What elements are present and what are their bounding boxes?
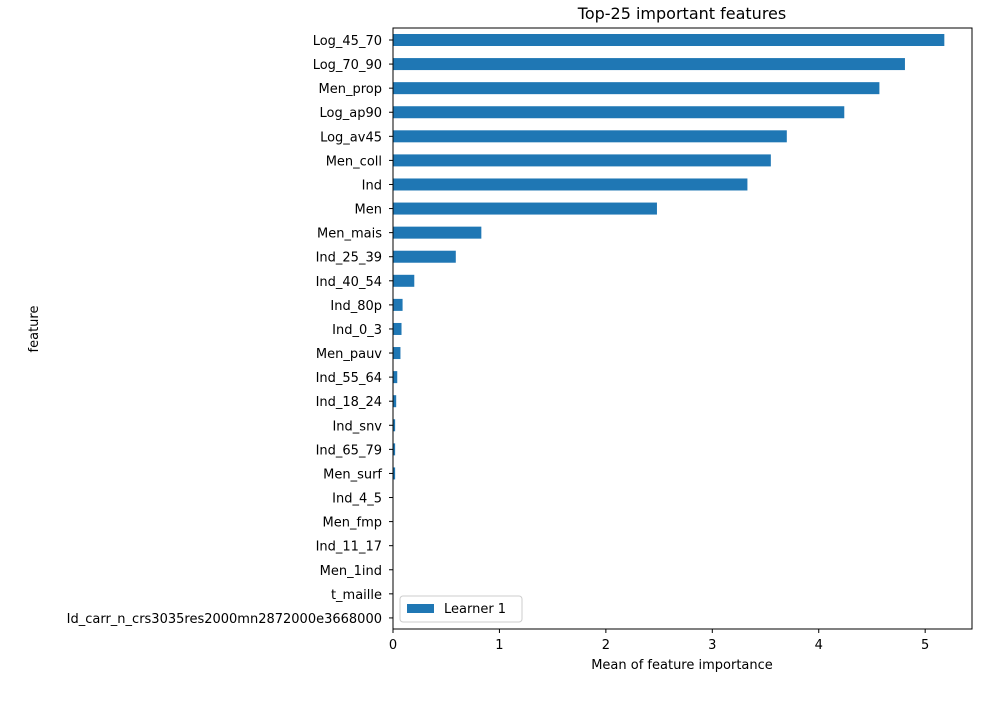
bar-Men xyxy=(393,203,657,215)
x-tick-label: 5 xyxy=(921,638,929,653)
y-tick-label: Men xyxy=(355,203,382,218)
y-tick-label: Log_ap90 xyxy=(320,106,382,121)
y-tick-label: Ind_11_17 xyxy=(316,540,382,555)
legend: Learner 1 xyxy=(400,596,522,622)
y-tick-label: Ind_snv xyxy=(332,419,382,434)
bar-Men_prop xyxy=(393,82,879,94)
y-tick-label: t_maille xyxy=(331,588,382,603)
y-tick-label: Men_fmp xyxy=(323,516,382,531)
y-tick-label: Ind_55_64 xyxy=(316,371,382,386)
x-axis-label: Mean of feature importance xyxy=(591,658,773,673)
y-tick-label: Men_1ind xyxy=(320,564,382,579)
y-tick-label: Men_mais xyxy=(317,227,382,242)
y-tick-label: Ind_65_79 xyxy=(316,443,382,458)
y-tick-label: Ind_40_54 xyxy=(316,275,382,290)
y-tick-label: Log_av45 xyxy=(320,130,382,145)
y-tick-label: Log_70_90 xyxy=(313,58,382,73)
x-tick-label: 4 xyxy=(815,638,823,653)
y-tick-label: Ind_80p xyxy=(330,299,382,314)
bar-Log_av45 xyxy=(393,130,787,142)
x-tick-label: 0 xyxy=(389,638,397,653)
bar-Ind_80p xyxy=(393,299,403,311)
y-axis-label: feature xyxy=(27,306,42,353)
x-tick-label: 3 xyxy=(708,638,716,653)
bar-Men_coll xyxy=(393,154,771,166)
bar-Ind_0_3 xyxy=(393,323,402,335)
bar-Log_70_90 xyxy=(393,58,905,70)
bar-Ind_40_54 xyxy=(393,275,414,287)
y-tick-label: Men_coll xyxy=(326,154,382,169)
x-tick-label: 2 xyxy=(602,638,610,653)
bar-Ind xyxy=(393,178,747,190)
bar-Men_pauv xyxy=(393,347,400,359)
y-tick-label: Id_carr_n_crs3035res2000mn2872000e366800… xyxy=(67,612,382,627)
y-tick-label: Ind_4_5 xyxy=(332,492,382,507)
legend-swatch xyxy=(407,604,434,613)
y-tick-label: Men_surf xyxy=(323,467,382,482)
chart-title: Top-25 important features xyxy=(577,4,786,23)
y-tick-label: Ind_25_39 xyxy=(316,251,382,266)
bar-Log_ap90 xyxy=(393,106,844,118)
bar-Men_mais xyxy=(393,227,481,239)
y-tick-label: Ind_0_3 xyxy=(332,323,382,338)
bar-Ind_25_39 xyxy=(393,251,456,263)
y-tick-label: Ind_18_24 xyxy=(316,395,382,410)
y-tick-label: Men_pauv xyxy=(316,347,382,362)
bar-Ind_55_64 xyxy=(393,371,397,383)
x-tick-label: 1 xyxy=(495,638,503,653)
bar-Log_45_70 xyxy=(393,34,944,46)
y-tick-label: Men_prop xyxy=(319,82,382,97)
y-tick-label: Log_45_70 xyxy=(313,34,382,49)
legend-label: Learner 1 xyxy=(444,602,506,617)
y-tick-label: Ind xyxy=(362,178,382,193)
